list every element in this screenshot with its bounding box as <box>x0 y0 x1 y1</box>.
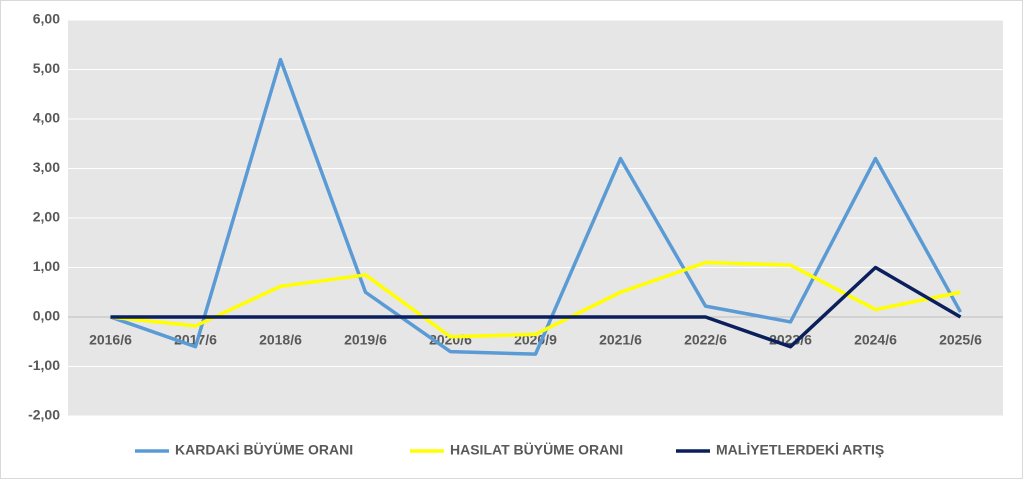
y-tick-label: -1,00 <box>28 357 60 373</box>
legend-label: MALİYETLERDEKİ ARTIŞ <box>716 442 884 458</box>
x-tick-label: 2025/6 <box>939 332 982 348</box>
x-tick-label: 2022/6 <box>684 332 727 348</box>
y-tick-label: 5,00 <box>33 60 60 76</box>
y-tick-label: 0,00 <box>33 308 60 324</box>
series-line <box>110 260 961 339</box>
x-tick-label: 2016/6 <box>89 332 132 348</box>
series-line <box>110 265 962 349</box>
y-tick-label: 2,00 <box>33 209 60 225</box>
y-tick-label: -2,00 <box>28 407 60 423</box>
x-tick-label: 2021/6 <box>599 332 642 348</box>
legend-label: HASILAT BÜYÜME ORANI <box>450 442 623 458</box>
x-tick-label: 2024/6 <box>854 332 897 348</box>
y-tick-label: 3,00 <box>33 159 60 175</box>
legend-label: KARDAKİ BÜYÜME ORANI <box>175 442 353 458</box>
x-tick-label: 2018/6 <box>259 332 302 348</box>
x-tick-label: 2019/6 <box>344 332 387 348</box>
series-line <box>109 57 963 356</box>
y-tick-label: 4,00 <box>33 110 60 126</box>
y-tick-label: 1,00 <box>33 258 60 274</box>
y-tick-label: 6,00 <box>33 11 60 27</box>
